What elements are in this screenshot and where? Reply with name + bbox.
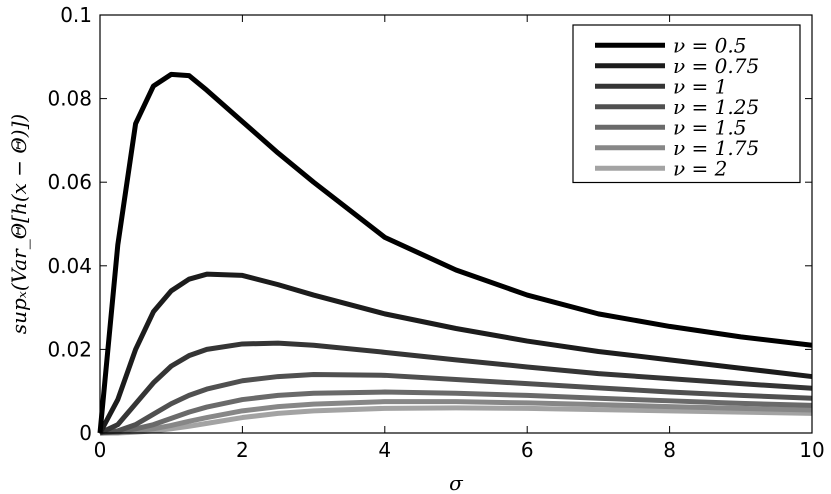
x-tick-label: 6	[521, 438, 534, 462]
series-line	[99, 371, 813, 436]
x-tick-label: 4	[378, 438, 391, 462]
y-tick-label: 0.08	[47, 87, 92, 111]
legend-label: ν = 0.75	[673, 54, 759, 78]
legend-label: ν = 0.5	[673, 33, 746, 57]
x-axis-label: σ	[449, 471, 464, 494]
series-line	[97, 71, 813, 434]
legend-label: ν = 1	[673, 74, 727, 98]
series-line	[98, 340, 813, 436]
legend-label: ν = 1.5	[673, 115, 746, 139]
legend-label: ν = 1.75	[673, 136, 759, 160]
y-tick-label: 0.04	[47, 254, 92, 278]
y-tick-label: 0	[79, 421, 92, 445]
legend-box	[572, 24, 801, 184]
legend-label: ν = 1.25	[673, 95, 759, 119]
y-tick-label: 0.06	[47, 170, 92, 194]
x-tick-label: 2	[236, 438, 249, 462]
series-line	[99, 389, 813, 436]
legend-label: ν = 2	[673, 156, 727, 180]
y-tick-label: 0.02	[47, 337, 92, 361]
axes-box	[99, 14, 813, 434]
series-line	[99, 399, 813, 436]
y-axis-label: supₓ(Var_Θ[h(x − Θ)])	[7, 114, 31, 334]
x-tick-label: 8	[663, 438, 676, 462]
x-tick-label: 10	[799, 438, 824, 462]
y-tick-label: 0.1	[60, 3, 92, 27]
series-line	[97, 271, 813, 435]
x-tick-label: 0	[94, 438, 107, 462]
